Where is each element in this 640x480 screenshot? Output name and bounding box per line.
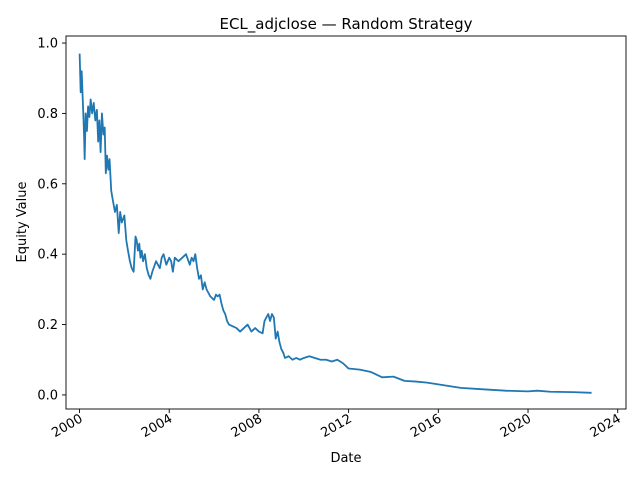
y-tick-label: 0.0 (37, 388, 58, 403)
y-tick-label: 1.0 (37, 37, 58, 52)
y-tick-label: 0.6 (37, 177, 58, 192)
plot-frame (65, 35, 627, 410)
y-axis-label: Equity Value (15, 182, 30, 263)
x-axis-label: Date (330, 451, 361, 466)
chart-title: ECL_adjclose — Random Strategy (219, 15, 472, 34)
y-tick-label: 0.2 (37, 318, 58, 333)
y-tick-label: 0.4 (37, 248, 58, 263)
equity-series-line (78, 53, 592, 394)
y-tick-label: 0.8 (37, 107, 58, 122)
y-axis-ticks: 0.0 0.2 0.4 0.6 0.8 1.0 (37, 37, 66, 403)
